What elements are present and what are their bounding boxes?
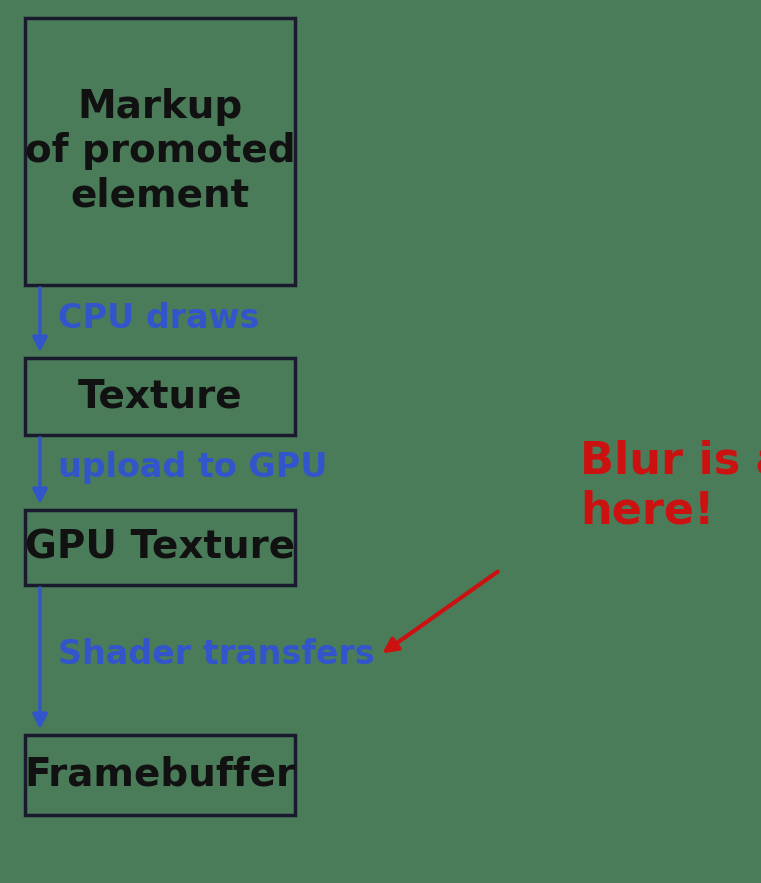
- Bar: [25, 735, 295, 815]
- Text: Shader transfers: Shader transfers: [58, 638, 374, 671]
- Bar: [25, 358, 295, 435]
- Bar: [25, 510, 295, 585]
- Bar: [25, 18, 295, 285]
- Text: Framebuffer: Framebuffer: [24, 756, 295, 794]
- Text: upload to GPU: upload to GPU: [58, 451, 327, 485]
- Text: CPU draws: CPU draws: [58, 301, 260, 335]
- Text: Texture: Texture: [78, 378, 242, 416]
- Text: Blur is applied
here!: Blur is applied here!: [580, 440, 761, 532]
- Text: Markup
of promoted
element: Markup of promoted element: [24, 88, 295, 215]
- Text: GPU Texture: GPU Texture: [25, 529, 295, 567]
